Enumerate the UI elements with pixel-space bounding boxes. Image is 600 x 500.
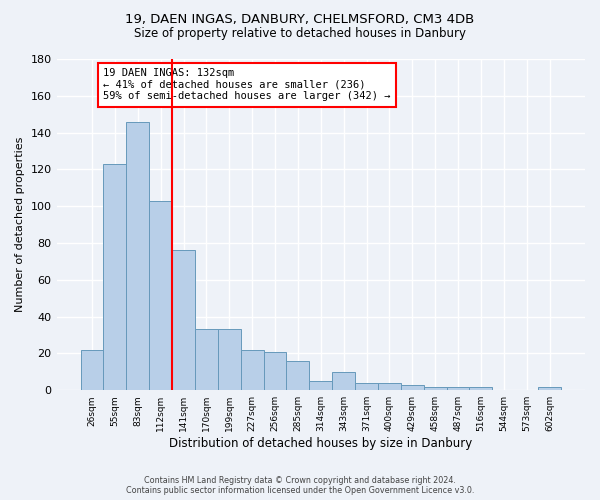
Bar <box>263 352 286 390</box>
Bar <box>80 350 103 390</box>
Bar <box>332 372 355 390</box>
Bar <box>401 384 424 390</box>
Bar <box>378 383 401 390</box>
Bar <box>241 350 263 390</box>
Bar <box>149 200 172 390</box>
Bar <box>446 386 469 390</box>
Bar <box>127 122 149 390</box>
Y-axis label: Number of detached properties: Number of detached properties <box>15 137 25 312</box>
Bar <box>103 164 127 390</box>
Bar <box>286 361 310 390</box>
Text: 19, DAEN INGAS, DANBURY, CHELMSFORD, CM3 4DB: 19, DAEN INGAS, DANBURY, CHELMSFORD, CM3… <box>125 12 475 26</box>
Text: Size of property relative to detached houses in Danbury: Size of property relative to detached ho… <box>134 28 466 40</box>
Text: Contains HM Land Registry data © Crown copyright and database right 2024.
Contai: Contains HM Land Registry data © Crown c… <box>126 476 474 495</box>
Bar <box>310 381 332 390</box>
Bar <box>424 386 446 390</box>
Bar <box>469 386 493 390</box>
Bar <box>355 383 378 390</box>
Text: 19 DAEN INGAS: 132sqm
← 41% of detached houses are smaller (236)
59% of semi-det: 19 DAEN INGAS: 132sqm ← 41% of detached … <box>103 68 391 102</box>
Bar <box>172 250 195 390</box>
Bar <box>218 330 241 390</box>
Bar <box>538 386 561 390</box>
Bar <box>195 330 218 390</box>
X-axis label: Distribution of detached houses by size in Danbury: Distribution of detached houses by size … <box>169 437 472 450</box>
